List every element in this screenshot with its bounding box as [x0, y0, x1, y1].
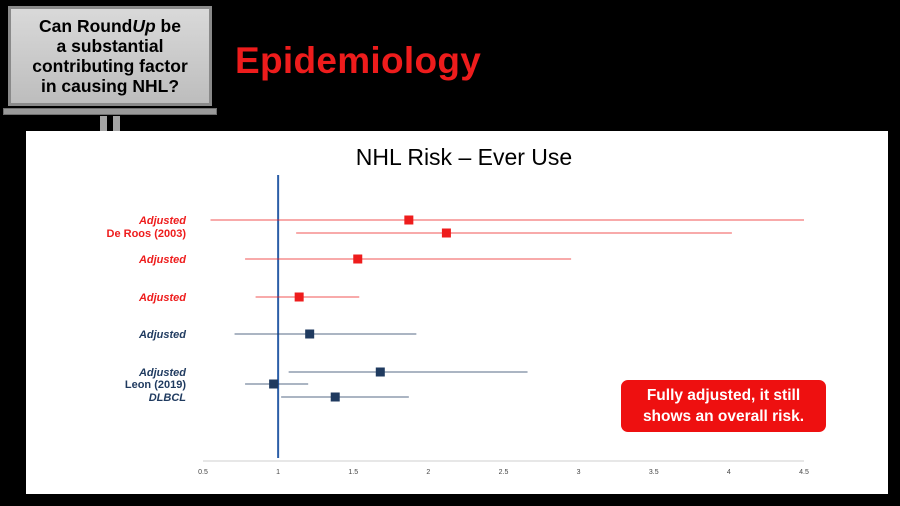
- callout-line-2: shows an overall risk.: [642, 408, 805, 425]
- sign-line-3: contributing factor: [32, 56, 188, 76]
- point-estimate: [269, 379, 279, 389]
- point-estimate: [305, 329, 315, 339]
- x-tick-label: 4.5: [799, 469, 809, 476]
- chart-title: NHL Risk – Ever Use: [356, 144, 572, 170]
- row-label: Adjusted: [138, 292, 186, 304]
- sign-line-1: Can Round: [39, 16, 133, 36]
- sign-line-2: a substantial: [56, 36, 164, 56]
- x-tick-label: 0.5: [198, 469, 208, 476]
- sign-text: Can RoundUp be a substantial contributin…: [32, 16, 188, 96]
- point-estimate: [294, 292, 304, 302]
- x-tick-label: 2.5: [499, 469, 509, 476]
- x-tick-label: 3: [577, 469, 581, 476]
- x-tick-label: 4: [727, 469, 731, 476]
- x-tick-label: 1: [276, 469, 280, 476]
- row-label: DLBCL: [149, 392, 187, 404]
- billboard-sign: Can RoundUp be a substantial contributin…: [0, 0, 225, 135]
- point-estimate: [441, 228, 451, 238]
- chart-panel: NHL Risk – Ever Use Adjusted De Roos (200…: [26, 131, 888, 494]
- sign-board: Can RoundUp be a substantial contributin…: [8, 6, 212, 106]
- row-label: Leon (2019): [125, 379, 186, 391]
- sign-line-1-end: be: [155, 16, 181, 36]
- sign-line-4: in causing NHL?: [40, 76, 180, 96]
- row-label: Adjusted: [138, 367, 186, 379]
- x-tick-label: 3.5: [649, 469, 659, 476]
- row-label: De Roos (2003): [107, 228, 187, 240]
- sign-rail: [3, 108, 217, 115]
- callout-box: Fully adjusted, it still shows an overal…: [621, 380, 826, 432]
- x-tick-label: 1.5: [348, 469, 358, 476]
- x-tick-label: 2: [426, 469, 430, 476]
- sign-post-left: [100, 116, 107, 132]
- row-label: Adjusted: [138, 254, 186, 266]
- sign-post-right: [113, 116, 120, 132]
- point-estimate: [330, 392, 340, 402]
- point-estimate: [404, 215, 414, 225]
- slide-title: Epidemiology: [235, 40, 482, 81]
- point-estimate: [353, 254, 363, 264]
- sign-line-1-italic: Up: [132, 16, 156, 36]
- row-label: Adjusted: [138, 215, 186, 227]
- callout-line-1: Fully adjusted, it still: [646, 387, 801, 404]
- point-estimate: [375, 367, 385, 377]
- row-label: Adjusted: [138, 329, 186, 341]
